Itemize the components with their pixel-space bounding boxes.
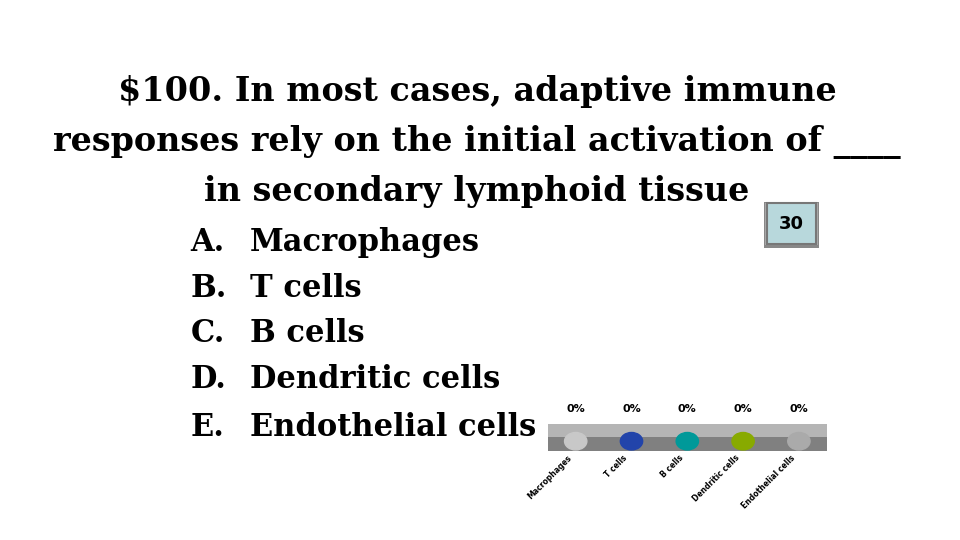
FancyBboxPatch shape — [548, 424, 827, 437]
FancyBboxPatch shape — [548, 424, 827, 451]
Text: D.: D. — [191, 364, 227, 395]
Text: Endothelial cells: Endothelial cells — [251, 412, 537, 443]
Text: E.: E. — [191, 412, 225, 443]
Ellipse shape — [676, 433, 699, 450]
Text: A.: A. — [191, 227, 225, 258]
Text: responses rely on the initial activation of ____: responses rely on the initial activation… — [54, 125, 900, 159]
Ellipse shape — [564, 433, 587, 450]
Text: C.: C. — [191, 319, 225, 349]
Text: T cells: T cells — [251, 273, 362, 303]
FancyBboxPatch shape — [763, 202, 820, 248]
Text: Dendritic cells: Dendritic cells — [690, 454, 741, 504]
FancyBboxPatch shape — [767, 203, 816, 244]
Text: B.: B. — [191, 273, 228, 303]
Text: 0%: 0% — [733, 404, 753, 414]
FancyBboxPatch shape — [765, 203, 818, 245]
Text: 0%: 0% — [622, 404, 641, 414]
Text: B cells: B cells — [659, 454, 685, 480]
Text: Macrophages: Macrophages — [526, 454, 573, 501]
Text: Dendritic cells: Dendritic cells — [251, 364, 500, 395]
Text: 0%: 0% — [566, 404, 585, 414]
Text: B cells: B cells — [251, 319, 365, 349]
Text: Macrophages: Macrophages — [251, 227, 480, 258]
Ellipse shape — [788, 433, 810, 450]
Text: $100. In most cases, adaptive immune: $100. In most cases, adaptive immune — [118, 75, 836, 108]
Text: T cells: T cells — [604, 454, 629, 480]
Ellipse shape — [620, 433, 642, 450]
Ellipse shape — [732, 433, 755, 450]
Text: 0%: 0% — [678, 404, 697, 414]
Text: in secondary lymphoid tissue: in secondary lymphoid tissue — [204, 175, 750, 208]
Text: Endothelial cells: Endothelial cells — [740, 454, 797, 510]
Text: 0%: 0% — [789, 404, 808, 414]
Text: 30: 30 — [779, 214, 804, 233]
